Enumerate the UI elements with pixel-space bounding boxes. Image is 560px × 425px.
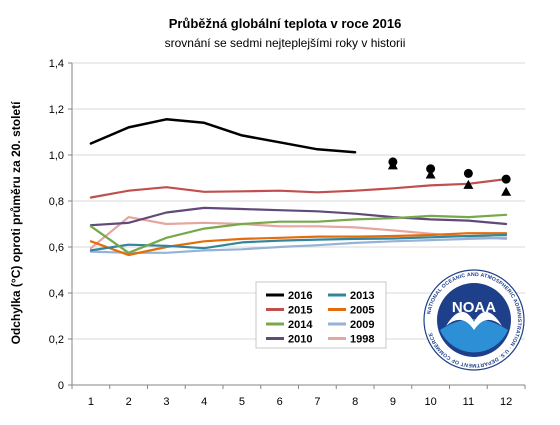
y-tick-labels: 0 0,2 0,4 0,6 0,8 1,0 1,2 1,4 xyxy=(49,58,64,392)
x-tick-label: 1 xyxy=(88,396,94,408)
projection-markers xyxy=(387,157,512,196)
projection-circle xyxy=(426,164,436,174)
series-line-2016 xyxy=(89,118,357,154)
legend-label-2016: 2016 xyxy=(288,290,312,302)
legend-label-2005: 2005 xyxy=(350,305,374,317)
projection-circle xyxy=(501,174,511,184)
legend-label-2009: 2009 xyxy=(350,319,374,331)
x-tick-label: 3 xyxy=(163,396,169,408)
series-line-2005 xyxy=(89,232,508,257)
legend-label-2015: 2015 xyxy=(288,305,312,317)
legend-label-2014: 2014 xyxy=(288,319,313,331)
y-tick-label: 1,0 xyxy=(49,150,64,162)
noaa-logo-gull xyxy=(446,311,502,330)
x-tick-label: 12 xyxy=(500,396,512,408)
projection-triangle xyxy=(501,186,512,196)
series-line-2015 xyxy=(89,178,508,199)
projection-triangle xyxy=(387,160,398,170)
series-lines xyxy=(89,118,508,257)
series-line-2009 xyxy=(89,236,508,254)
y-tick-label: 0,2 xyxy=(49,334,64,346)
x-tick-label: 2 xyxy=(126,396,132,408)
y-tick-label: 0,4 xyxy=(49,288,64,300)
y-tick-label: 0,8 xyxy=(49,196,64,208)
x-tick-label: 5 xyxy=(239,396,245,408)
series-line-2014 xyxy=(89,213,508,254)
y-tick-label: 0,6 xyxy=(49,242,64,254)
series-line-2010 xyxy=(89,206,508,227)
projection-triangle xyxy=(463,179,474,189)
y-axis-label: Odchylka (°C) oproti průměru za 20. stol… xyxy=(9,101,23,345)
chart-title: Průběžná globální teplota v roce 2016 xyxy=(169,16,402,31)
y-tick-label: 1,4 xyxy=(49,58,64,70)
x-tick-labels: 1 2 3 4 5 6 7 8 9 10 11 12 xyxy=(88,396,512,408)
projection-circle xyxy=(463,168,473,178)
legend-label-2010: 2010 xyxy=(288,334,312,346)
x-tick-label: 11 xyxy=(463,396,474,408)
y-tick-label: 1,2 xyxy=(49,104,64,116)
noaa-logo-water xyxy=(440,319,508,353)
y-tick-label: 0 xyxy=(58,380,64,392)
x-tick-label: 9 xyxy=(390,396,396,408)
chart-subtitle: srovnání se sedmi nejteplejšími roky v h… xyxy=(165,36,406,50)
x-tick-label: 7 xyxy=(314,396,320,408)
legend: 2016 2015 2014 2010 2013 2005 2009 1998 xyxy=(255,281,387,349)
legend-label-2013: 2013 xyxy=(350,290,374,302)
noaa-logo: NATIONAL OCEANIC AND ATMOSPHERIC ADMINIS… xyxy=(423,269,525,371)
projection-triangle xyxy=(425,169,436,179)
x-tick-label: 4 xyxy=(201,396,207,408)
x-tick-label: 6 xyxy=(277,396,283,408)
axes xyxy=(68,62,526,389)
series-line-2013 xyxy=(89,233,508,252)
x-tick-label: 10 xyxy=(425,396,437,408)
noaa-logo-text: NOAA xyxy=(452,299,496,316)
legend-label-1998: 1998 xyxy=(350,334,374,346)
x-tick-label: 8 xyxy=(352,396,358,408)
